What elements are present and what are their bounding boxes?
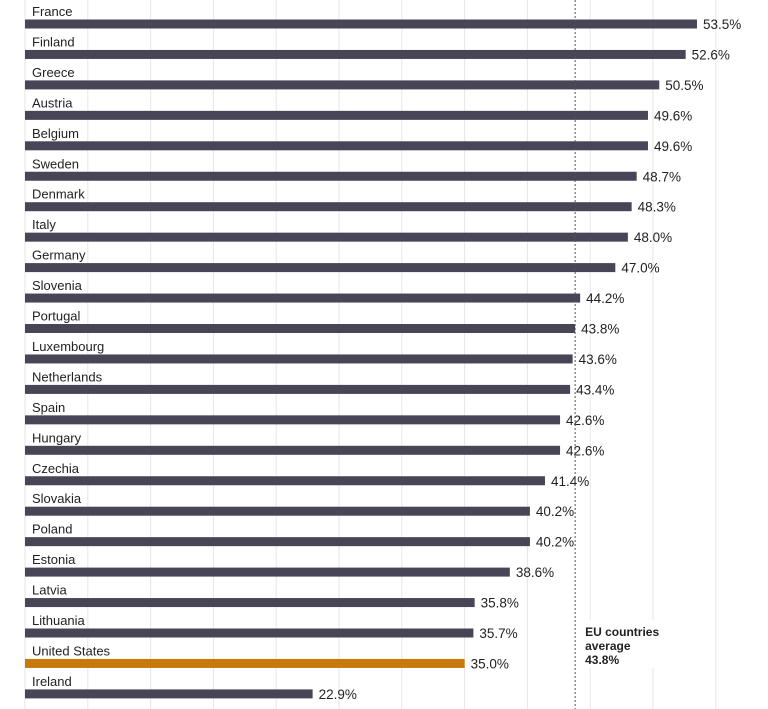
category-label: Italy xyxy=(32,217,56,232)
average-annotation: average xyxy=(585,639,631,653)
value-label: 35.8% xyxy=(481,596,519,611)
category-label: Ireland xyxy=(32,674,72,689)
bar xyxy=(25,263,616,273)
category-label: Belgium xyxy=(32,126,79,141)
value-label: 43.6% xyxy=(579,352,617,367)
value-label: 48.0% xyxy=(634,230,672,245)
value-label: 42.6% xyxy=(566,413,604,428)
value-label: 50.5% xyxy=(665,78,703,93)
value-label: 40.2% xyxy=(536,504,574,519)
value-label: 49.6% xyxy=(654,139,692,154)
category-label: United States xyxy=(32,643,111,658)
value-label: 49.6% xyxy=(654,108,692,123)
category-label: Portugal xyxy=(32,309,81,324)
annotation-background xyxy=(581,620,692,668)
bar xyxy=(25,354,573,364)
category-label: Germany xyxy=(32,248,86,263)
bar xyxy=(25,202,632,212)
bar xyxy=(25,80,660,90)
value-label: 47.0% xyxy=(621,261,659,276)
bar xyxy=(25,445,561,455)
bars: France 53.5% Finland 52.6% Greece 50.5% Austri… xyxy=(25,4,741,702)
bar xyxy=(25,506,530,516)
bar xyxy=(25,384,571,394)
value-label: 44.2% xyxy=(586,291,624,306)
category-label: Austria xyxy=(32,95,73,110)
value-label: 41.4% xyxy=(551,474,589,489)
category-label: Luxembourg xyxy=(32,339,104,354)
bar xyxy=(25,537,530,547)
value-label: 43.8% xyxy=(581,322,619,337)
category-label: Latvia xyxy=(32,583,67,598)
bar xyxy=(25,658,465,668)
category-label: Hungary xyxy=(32,430,82,445)
bar xyxy=(25,49,686,59)
bar xyxy=(25,19,697,29)
category-label: Greece xyxy=(32,65,75,80)
value-label: 53.5% xyxy=(703,17,741,32)
category-label: France xyxy=(32,4,72,19)
category-label: Lithuania xyxy=(32,613,86,628)
bar xyxy=(25,598,475,608)
bar xyxy=(25,476,545,486)
value-label: 40.2% xyxy=(536,535,574,550)
category-label: Netherlands xyxy=(32,369,103,384)
bar xyxy=(25,110,648,120)
bar xyxy=(25,415,561,425)
category-label: Spain xyxy=(32,400,65,415)
value-label: 48.7% xyxy=(643,169,681,184)
value-label: 43.4% xyxy=(576,382,614,397)
value-label: 35.7% xyxy=(479,626,517,641)
average-annotation: 43.8% xyxy=(585,653,619,667)
bar xyxy=(25,324,576,333)
category-label: Sweden xyxy=(32,156,79,171)
value-label: 48.3% xyxy=(638,200,676,215)
category-label: Slovenia xyxy=(32,278,83,293)
value-label: 52.6% xyxy=(692,47,730,62)
value-label: 35.0% xyxy=(471,656,509,671)
bar xyxy=(25,567,510,577)
average-annotation: EU countries xyxy=(585,625,659,639)
category-label: Finland xyxy=(32,34,75,49)
category-label: Poland xyxy=(32,522,72,537)
bar xyxy=(25,232,628,242)
bar xyxy=(25,171,637,181)
bar xyxy=(25,628,474,638)
value-label: 38.6% xyxy=(516,565,554,580)
category-label: Estonia xyxy=(32,552,76,567)
bar xyxy=(25,293,581,303)
bar xyxy=(25,141,648,151)
category-label: Denmark xyxy=(32,187,85,202)
category-label: Slovakia xyxy=(32,491,82,506)
value-label: 22.9% xyxy=(319,687,357,702)
category-label: Czechia xyxy=(32,461,80,476)
value-label: 42.6% xyxy=(566,443,604,458)
bar xyxy=(25,689,313,699)
